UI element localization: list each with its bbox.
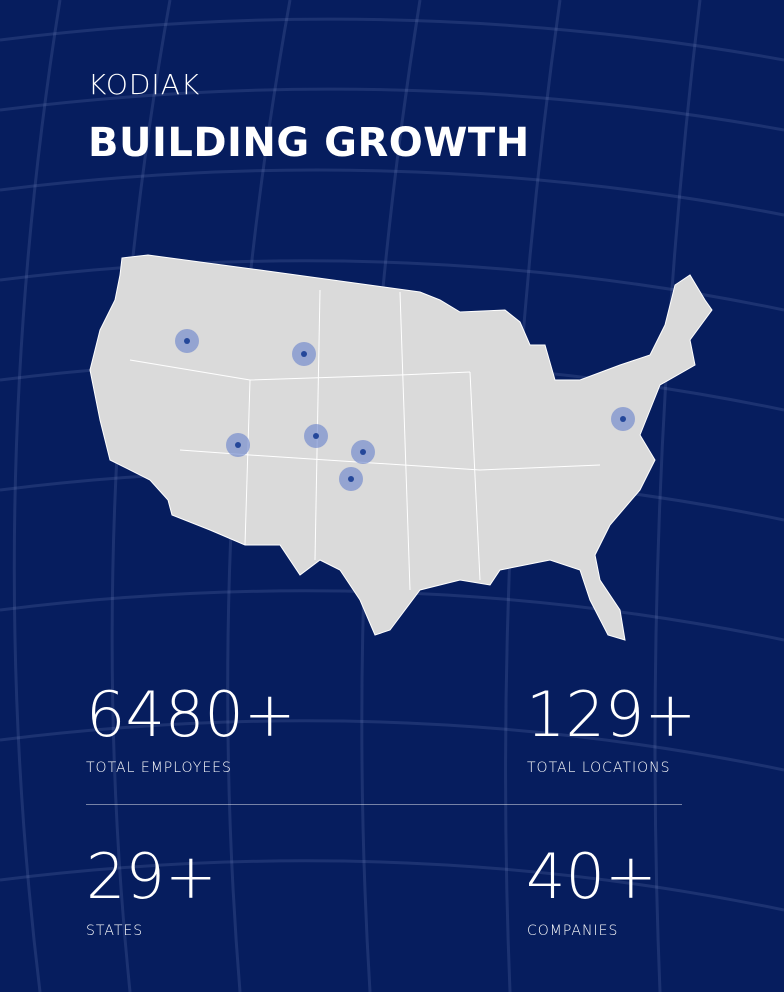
location-markers — [175, 329, 635, 491]
stat-value: 40+ — [526, 840, 657, 913]
stat-value: 129+ — [526, 678, 697, 751]
stat-value: 29+ — [86, 840, 217, 913]
stat-label: TOTAL EMPLOYEES — [86, 760, 232, 776]
stat-label: COMPANIES — [527, 923, 619, 939]
stat-label: STATES — [86, 923, 144, 939]
divider — [86, 804, 682, 805]
title: BUILDING GROWTH — [88, 120, 530, 166]
stat-value: 6480+ — [86, 678, 296, 751]
brand: KODIAK — [88, 68, 201, 101]
stat-label: TOTAL LOCATIONS — [527, 760, 671, 776]
